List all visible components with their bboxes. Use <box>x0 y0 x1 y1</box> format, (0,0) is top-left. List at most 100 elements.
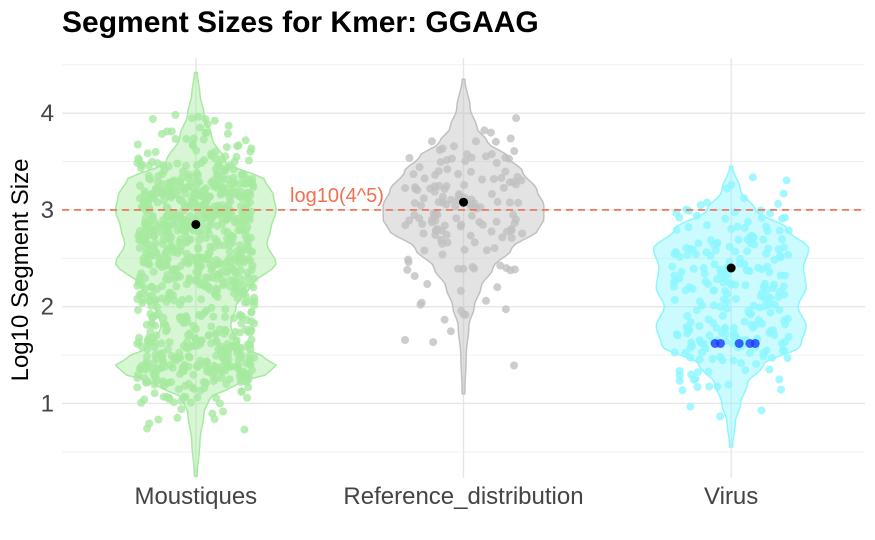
data-point <box>168 363 177 372</box>
data-point <box>246 198 254 207</box>
data-point <box>199 135 208 144</box>
data-point <box>197 295 206 304</box>
data-point <box>677 267 686 276</box>
data-point <box>744 217 752 226</box>
data-point <box>740 260 749 268</box>
data-point <box>210 116 219 125</box>
data-point <box>781 337 790 346</box>
data-point <box>405 154 414 162</box>
data-point <box>672 330 681 339</box>
data-point <box>775 375 784 384</box>
data-point <box>194 112 203 121</box>
data-point <box>716 302 725 311</box>
data-point <box>147 319 156 328</box>
data-point <box>133 281 142 290</box>
data-point <box>761 279 769 288</box>
data-point <box>506 134 515 143</box>
data-point <box>420 246 429 255</box>
data-point <box>410 272 419 280</box>
data-point <box>775 226 784 235</box>
data-point <box>749 301 758 310</box>
data-point <box>221 152 230 161</box>
data-point <box>212 169 221 178</box>
data-point <box>764 293 773 302</box>
data-point <box>197 262 206 271</box>
data-point <box>767 353 776 362</box>
data-point <box>192 161 201 170</box>
data-point <box>143 223 152 232</box>
data-point <box>728 339 737 348</box>
data-point <box>507 225 516 233</box>
data-point <box>150 227 159 236</box>
data-point <box>147 245 156 254</box>
data-point <box>416 300 425 309</box>
data-point <box>668 262 677 271</box>
data-point <box>161 275 170 284</box>
data-point <box>780 316 789 325</box>
data-point <box>747 309 756 318</box>
data-point <box>770 255 779 264</box>
data-point <box>437 226 446 235</box>
data-point <box>703 221 711 230</box>
data-point <box>201 379 210 388</box>
data-point <box>137 362 146 370</box>
data-point <box>205 229 213 238</box>
data-point <box>497 173 506 182</box>
x-tick-label: Reference_distribution <box>343 483 583 510</box>
data-point <box>242 179 251 188</box>
data-point <box>490 244 499 253</box>
x-tick-label: Virus <box>704 483 758 510</box>
mean-point <box>726 263 736 273</box>
data-point <box>223 129 232 138</box>
data-point <box>189 370 198 379</box>
highlight-point <box>715 338 725 348</box>
data-point <box>154 309 163 318</box>
data-point <box>213 206 222 215</box>
data-point <box>467 211 476 220</box>
data-point <box>498 233 507 242</box>
data-point <box>437 235 446 244</box>
data-point <box>209 262 217 271</box>
data-point <box>723 184 731 193</box>
data-point <box>695 322 704 330</box>
y-tick-label: 3 <box>41 197 54 224</box>
data-point <box>156 253 164 262</box>
data-point <box>215 325 224 334</box>
data-point <box>243 209 252 217</box>
data-point <box>777 385 785 394</box>
data-point <box>731 247 740 256</box>
data-point <box>505 198 514 207</box>
data-point <box>446 327 455 336</box>
data-point <box>725 278 734 287</box>
data-point <box>195 178 204 187</box>
data-point <box>224 348 233 357</box>
data-point <box>192 267 201 276</box>
data-point <box>487 150 496 159</box>
data-point <box>225 247 234 256</box>
data-point <box>466 167 475 176</box>
data-point <box>214 270 223 279</box>
data-point <box>219 407 228 416</box>
data-point <box>153 178 162 186</box>
data-point <box>221 313 229 321</box>
data-point <box>225 193 234 201</box>
mean-point <box>191 219 201 229</box>
data-point <box>240 258 248 267</box>
mean-point <box>459 197 468 207</box>
data-point <box>450 142 458 151</box>
data-point <box>229 165 238 174</box>
data-point <box>763 262 771 271</box>
data-point <box>163 211 172 220</box>
data-point <box>205 192 214 201</box>
data-point <box>225 257 234 266</box>
data-point <box>436 158 445 167</box>
data-point <box>757 406 766 415</box>
data-point <box>692 306 701 315</box>
data-point <box>470 238 479 247</box>
data-point <box>471 137 480 146</box>
data-point <box>770 300 779 309</box>
data-point <box>409 170 418 179</box>
data-point <box>774 245 783 254</box>
data-point <box>770 331 779 340</box>
